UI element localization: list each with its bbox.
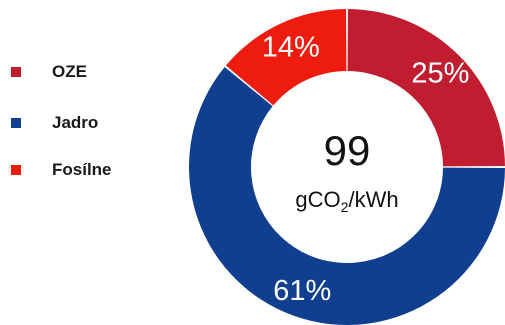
chart-legend: OZE Jadro Fosílne [0,0,190,325]
legend-item-fosilne: Fosílne [0,159,190,183]
donut-slice-labels: 25% 61% 14% [262,32,470,308]
legend-item-oze: OZE [0,61,190,85]
legend-swatch-fosilne [11,165,21,175]
legend-item-jadro: Jadro [0,112,190,136]
legend-label-jadro: Jadro [52,113,99,132]
center-unit-suffix: /kWh [348,187,398,212]
center-value: 99 [324,127,371,174]
donut-hole [251,71,443,263]
legend-label-oze: OZE [52,62,87,81]
slice-label-jadro: 61% [273,275,331,307]
center-unit: gCO2/kWh [295,187,398,215]
slice-label-oze: 25% [411,58,469,90]
center-unit-subscript: 2 [341,199,349,215]
legend-swatch-jadro [11,118,21,128]
legend-swatch-oze [11,67,21,77]
legend-label-fosilne: Fosílne [52,160,112,179]
center-unit-base: gCO [295,187,340,212]
slice-label-fosilne: 14% [262,32,320,64]
